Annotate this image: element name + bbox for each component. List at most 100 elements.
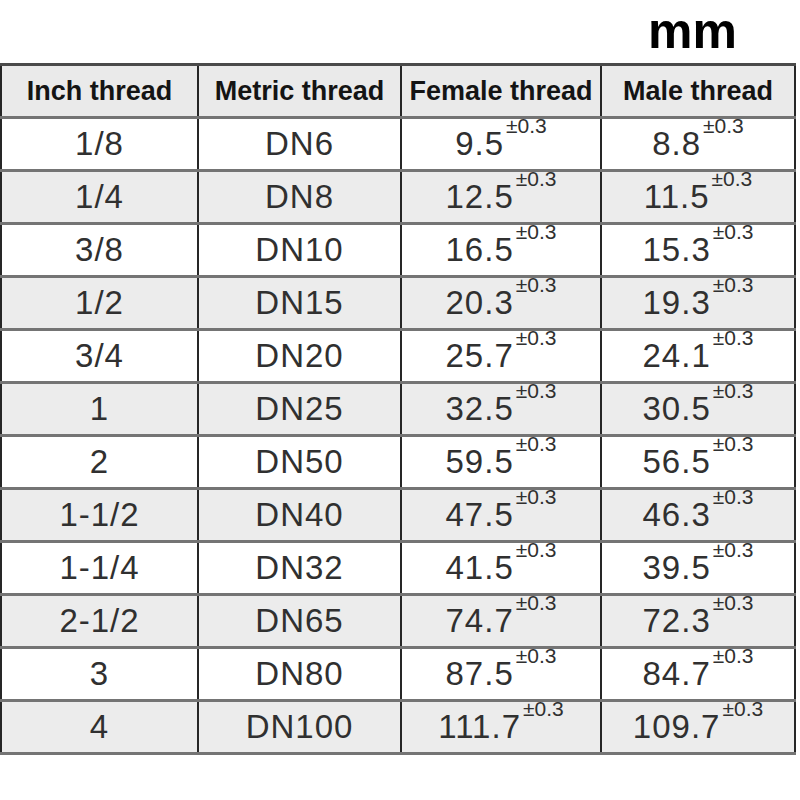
cell-male-thread: 72.3±0.3 xyxy=(601,595,795,648)
cell-value: 4 xyxy=(90,708,109,745)
cell-female-thread: 74.7±0.3 xyxy=(401,595,601,648)
tolerance-value: ±0.3 xyxy=(516,224,557,244)
cell-value: 8.8 xyxy=(652,125,701,162)
cell-male-thread: 24.1±0.3 xyxy=(601,330,795,383)
tolerance-value: ±0.3 xyxy=(516,383,557,403)
cell-female-thread: 87.5±0.3 xyxy=(401,648,601,701)
table-row: 4DN100111.7±0.3109.7±0.3 xyxy=(1,701,795,754)
tolerance-value: ±0.3 xyxy=(516,171,557,191)
cell-value: 1/2 xyxy=(75,284,124,321)
table-row: 2-1/2DN6574.7±0.372.3±0.3 xyxy=(1,595,795,648)
cell-male-thread: 109.7±0.3 xyxy=(601,701,795,754)
cell-inch-thread: 1-1/4 xyxy=(1,542,198,595)
cell-value: 1/8 xyxy=(75,125,124,162)
cell-value: 3 xyxy=(90,655,109,692)
cell-male-thread: 8.8±0.3 xyxy=(601,118,795,171)
cell-female-thread: 59.5±0.3 xyxy=(401,436,601,489)
cell-value: DN32 xyxy=(255,549,343,586)
tolerance-value: ±0.3 xyxy=(703,118,744,138)
cell-value: DN65 xyxy=(255,602,343,639)
tolerance-value: ±0.3 xyxy=(713,383,754,403)
table-row: 1/8DN69.5±0.38.8±0.3 xyxy=(1,118,795,171)
cell-female-thread: 12.5±0.3 xyxy=(401,171,601,224)
tolerance-value: ±0.3 xyxy=(516,595,557,615)
tolerance-value: ±0.3 xyxy=(713,224,754,244)
table-header: Inch threadMetric threadFemale threadMal… xyxy=(1,65,795,118)
cell-male-thread: 84.7±0.3 xyxy=(601,648,795,701)
cell-metric-thread: DN8 xyxy=(198,171,401,224)
cell-value: DN100 xyxy=(246,708,354,745)
table-row: 1-1/2DN4047.5±0.346.3±0.3 xyxy=(1,489,795,542)
cell-value: 2 xyxy=(90,443,109,480)
cell-value: 59.5 xyxy=(446,443,514,480)
cell-metric-thread: DN20 xyxy=(198,330,401,383)
cell-value: 1 xyxy=(90,390,109,427)
cell-male-thread: 56.5±0.3 xyxy=(601,436,795,489)
table-row: 3DN8087.5±0.384.7±0.3 xyxy=(1,648,795,701)
cell-value: 30.5 xyxy=(643,390,711,427)
cell-value: 20.3 xyxy=(446,284,514,321)
cell-value: 1/4 xyxy=(75,178,124,215)
cell-metric-thread: DN100 xyxy=(198,701,401,754)
cell-metric-thread: DN65 xyxy=(198,595,401,648)
cell-inch-thread: 1/4 xyxy=(1,171,198,224)
cell-value: 1-1/2 xyxy=(59,496,139,533)
tolerance-value: ±0.3 xyxy=(516,436,557,456)
cell-metric-thread: DN40 xyxy=(198,489,401,542)
cell-female-thread: 9.5±0.3 xyxy=(401,118,601,171)
table-row: 3/8DN1016.5±0.315.3±0.3 xyxy=(1,224,795,277)
tolerance-value: ±0.3 xyxy=(713,330,754,350)
cell-value: 24.1 xyxy=(643,337,711,374)
tolerance-value: ±0.3 xyxy=(713,648,754,668)
cell-female-thread: 20.3±0.3 xyxy=(401,277,601,330)
tolerance-value: ±0.3 xyxy=(516,330,557,350)
tolerance-value: ±0.3 xyxy=(713,595,754,615)
cell-value: 41.5 xyxy=(446,549,514,586)
cell-metric-thread: DN50 xyxy=(198,436,401,489)
cell-value: 19.3 xyxy=(643,284,711,321)
cell-value: DN15 xyxy=(255,284,343,321)
cell-value: 74.7 xyxy=(446,602,514,639)
cell-inch-thread: 3/4 xyxy=(1,330,198,383)
tolerance-value: ±0.3 xyxy=(516,277,557,297)
cell-inch-thread: 3 xyxy=(1,648,198,701)
tolerance-value: ±0.3 xyxy=(516,542,557,562)
cell-value: DN8 xyxy=(265,178,334,215)
cell-value: 16.5 xyxy=(446,231,514,268)
unit-label: mm xyxy=(648,6,737,56)
tolerance-value: ±0.3 xyxy=(712,171,753,191)
cell-value: 32.5 xyxy=(446,390,514,427)
cell-value: 72.3 xyxy=(643,602,711,639)
thread-size-table: Inch threadMetric threadFemale threadMal… xyxy=(0,63,796,755)
cell-female-thread: 47.5±0.3 xyxy=(401,489,601,542)
cell-inch-thread: 1/8 xyxy=(1,118,198,171)
cell-value: 84.7 xyxy=(643,655,711,692)
cell-metric-thread: DN80 xyxy=(198,648,401,701)
table-row: 1DN2532.5±0.330.5±0.3 xyxy=(1,383,795,436)
cell-value: 2-1/2 xyxy=(59,602,139,639)
tolerance-value: ±0.3 xyxy=(523,701,564,721)
cell-inch-thread: 1/2 xyxy=(1,277,198,330)
cell-value: DN50 xyxy=(255,443,343,480)
cell-value: 111.7 xyxy=(438,708,521,745)
cell-value: 11.5 xyxy=(644,178,710,215)
cell-value: 9.5 xyxy=(455,125,504,162)
tolerance-value: ±0.3 xyxy=(516,489,557,509)
tolerance-value: ±0.3 xyxy=(713,436,754,456)
cell-inch-thread: 1-1/2 xyxy=(1,489,198,542)
cell-value: 25.7 xyxy=(446,337,514,374)
cell-value: 12.5 xyxy=(446,178,514,215)
cell-male-thread: 19.3±0.3 xyxy=(601,277,795,330)
cell-value: DN10 xyxy=(255,231,343,268)
table-row: 1/4DN812.5±0.311.5±0.3 xyxy=(1,171,795,224)
cell-value: 56.5 xyxy=(643,443,711,480)
cell-value: DN20 xyxy=(255,337,343,374)
cell-metric-thread: DN25 xyxy=(198,383,401,436)
cell-female-thread: 111.7±0.3 xyxy=(401,701,601,754)
cell-male-thread: 39.5±0.3 xyxy=(601,542,795,595)
cell-male-thread: 11.5±0.3 xyxy=(601,171,795,224)
cell-value: DN25 xyxy=(255,390,343,427)
cell-inch-thread: 2 xyxy=(1,436,198,489)
cell-inch-thread: 2-1/2 xyxy=(1,595,198,648)
cell-inch-thread: 3/8 xyxy=(1,224,198,277)
